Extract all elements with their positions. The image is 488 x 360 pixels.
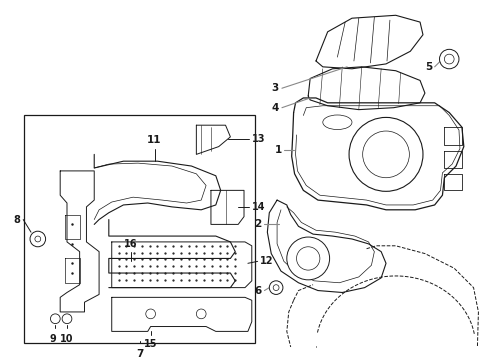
Circle shape	[296, 247, 319, 270]
Text: 10: 10	[60, 334, 74, 344]
Circle shape	[50, 314, 60, 324]
Circle shape	[196, 309, 205, 319]
Circle shape	[362, 131, 408, 178]
Circle shape	[444, 54, 453, 64]
Text: 7: 7	[136, 349, 143, 359]
Text: 12: 12	[259, 256, 272, 266]
Text: 14: 14	[251, 202, 265, 212]
Text: 13: 13	[251, 134, 265, 144]
Text: 15: 15	[143, 339, 157, 349]
Circle shape	[273, 285, 279, 291]
Circle shape	[145, 309, 155, 319]
Circle shape	[439, 49, 458, 69]
Text: 16: 16	[124, 239, 138, 249]
Circle shape	[62, 314, 72, 324]
Text: 6: 6	[254, 285, 261, 296]
Text: 4: 4	[271, 103, 279, 113]
Text: 2: 2	[254, 219, 261, 229]
Circle shape	[30, 231, 45, 247]
Circle shape	[286, 237, 329, 280]
Bar	[24, 116, 254, 343]
Circle shape	[348, 117, 422, 191]
Circle shape	[35, 236, 41, 242]
Text: 9: 9	[49, 334, 56, 344]
Text: 5: 5	[425, 62, 432, 72]
Text: 3: 3	[271, 83, 279, 93]
Text: 8: 8	[13, 215, 20, 225]
Circle shape	[269, 281, 283, 294]
Text: 11: 11	[147, 135, 162, 145]
Text: 1: 1	[274, 144, 282, 154]
Ellipse shape	[322, 115, 351, 130]
